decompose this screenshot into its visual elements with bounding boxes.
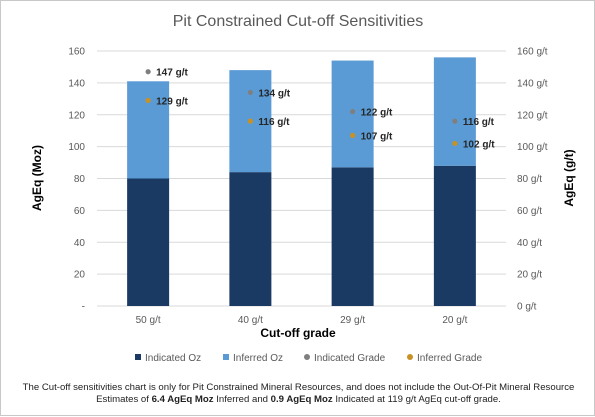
indicated-grade-data-label: 122 g/t (361, 108, 393, 119)
x-tick-label: 40 g/t (238, 315, 263, 326)
bar-indicated-oz (127, 178, 170, 306)
indicated-grade-point (247, 89, 253, 96)
indicated-grade-data-label: 116 g/t (463, 117, 495, 128)
indicated-grade-point (452, 118, 458, 124)
footnote: The Cut-off sensitivities chart is only … (9, 382, 588, 406)
indicated-grade-data-label: 134 g/t (258, 88, 290, 99)
inferred-grade-point (350, 132, 356, 139)
y-right-tick-label: 0 g/t (517, 302, 537, 313)
y-right-tick-label: 60 g/t (517, 206, 542, 217)
legend-label: Inferred Oz (233, 353, 283, 364)
inferred-grade-data-label: 129 g/t (156, 96, 188, 107)
inferred-grade-point (247, 118, 253, 124)
y-left-tick-label: - (82, 302, 85, 313)
inferred-grade-point (452, 140, 458, 147)
footnote-text-2: Inferred and (213, 394, 271, 405)
footnote-bold-1: 6.4 AgEq Moz (151, 394, 214, 405)
legend-label: Inferred Grade (417, 353, 482, 364)
bar-indicated-oz (433, 165, 476, 306)
bar-inferred-oz (433, 57, 476, 166)
y-left-tick-label: 80 (74, 174, 86, 185)
legend-swatch (135, 354, 141, 360)
legend-label: Indicated Oz (145, 353, 201, 364)
y-left-tick-label: 20 (74, 270, 86, 281)
y-right-tick-label: 160 g/t (517, 47, 548, 58)
y-left-tick-label: 120 (68, 110, 85, 121)
indicated-grade-data-label: 147 g/t (156, 68, 188, 79)
chart-title: Pit Constrained Cut-off Sensitivities (173, 13, 423, 30)
x-tick-label: 20 g/t (442, 315, 467, 326)
y-left-tick-label: 140 (68, 78, 85, 89)
x-axis-title: Cut-off grade (260, 326, 336, 340)
footnote-text-3: Indicated at 119 g/t AgEq cut-off grade. (332, 394, 501, 405)
y-right-axis-title: AgEq (g/t) (562, 149, 576, 206)
inferred-grade-data-label: 107 g/t (361, 131, 393, 142)
inferred-grade-data-label: 102 g/t (463, 139, 495, 150)
legend-swatch (223, 354, 229, 360)
y-right-tick-label: 80 g/t (517, 174, 542, 185)
indicated-grade-point (145, 69, 151, 75)
y-left-tick-label: 100 (68, 142, 85, 153)
legend-label: Indicated Grade (314, 353, 386, 364)
legend-swatch (304, 354, 310, 360)
y-left-tick-label: 40 (74, 238, 86, 249)
bar-indicated-oz (229, 172, 272, 306)
y-right-tick-label: 20 g/t (517, 270, 542, 281)
x-tick-label: 29 g/t (340, 315, 365, 326)
footnote-bold-2: 0.9 AgEq Moz (270, 394, 333, 405)
y-left-axis-title: AgEq (Moz) (30, 145, 44, 211)
y-left-tick-label: 60 (74, 206, 86, 217)
y-left-tick-label: 160 (68, 47, 85, 58)
bar-inferred-oz (127, 81, 170, 179)
x-tick-label: 50 g/t (136, 315, 161, 326)
inferred-grade-point (145, 97, 151, 104)
inferred-grade-data-label: 116 g/t (258, 117, 290, 128)
y-right-tick-label: 40 g/t (517, 238, 542, 249)
y-right-tick-label: 140 g/t (517, 78, 548, 89)
y-right-tick-label: 100 g/t (517, 142, 548, 153)
bar-indicated-oz (331, 167, 374, 306)
y-right-tick-label: 120 g/t (517, 110, 548, 121)
indicated-grade-point (350, 108, 356, 115)
footnote-text-1: The Cut-off sensitivities chart is only … (22, 382, 575, 405)
legend-swatch (407, 354, 413, 360)
